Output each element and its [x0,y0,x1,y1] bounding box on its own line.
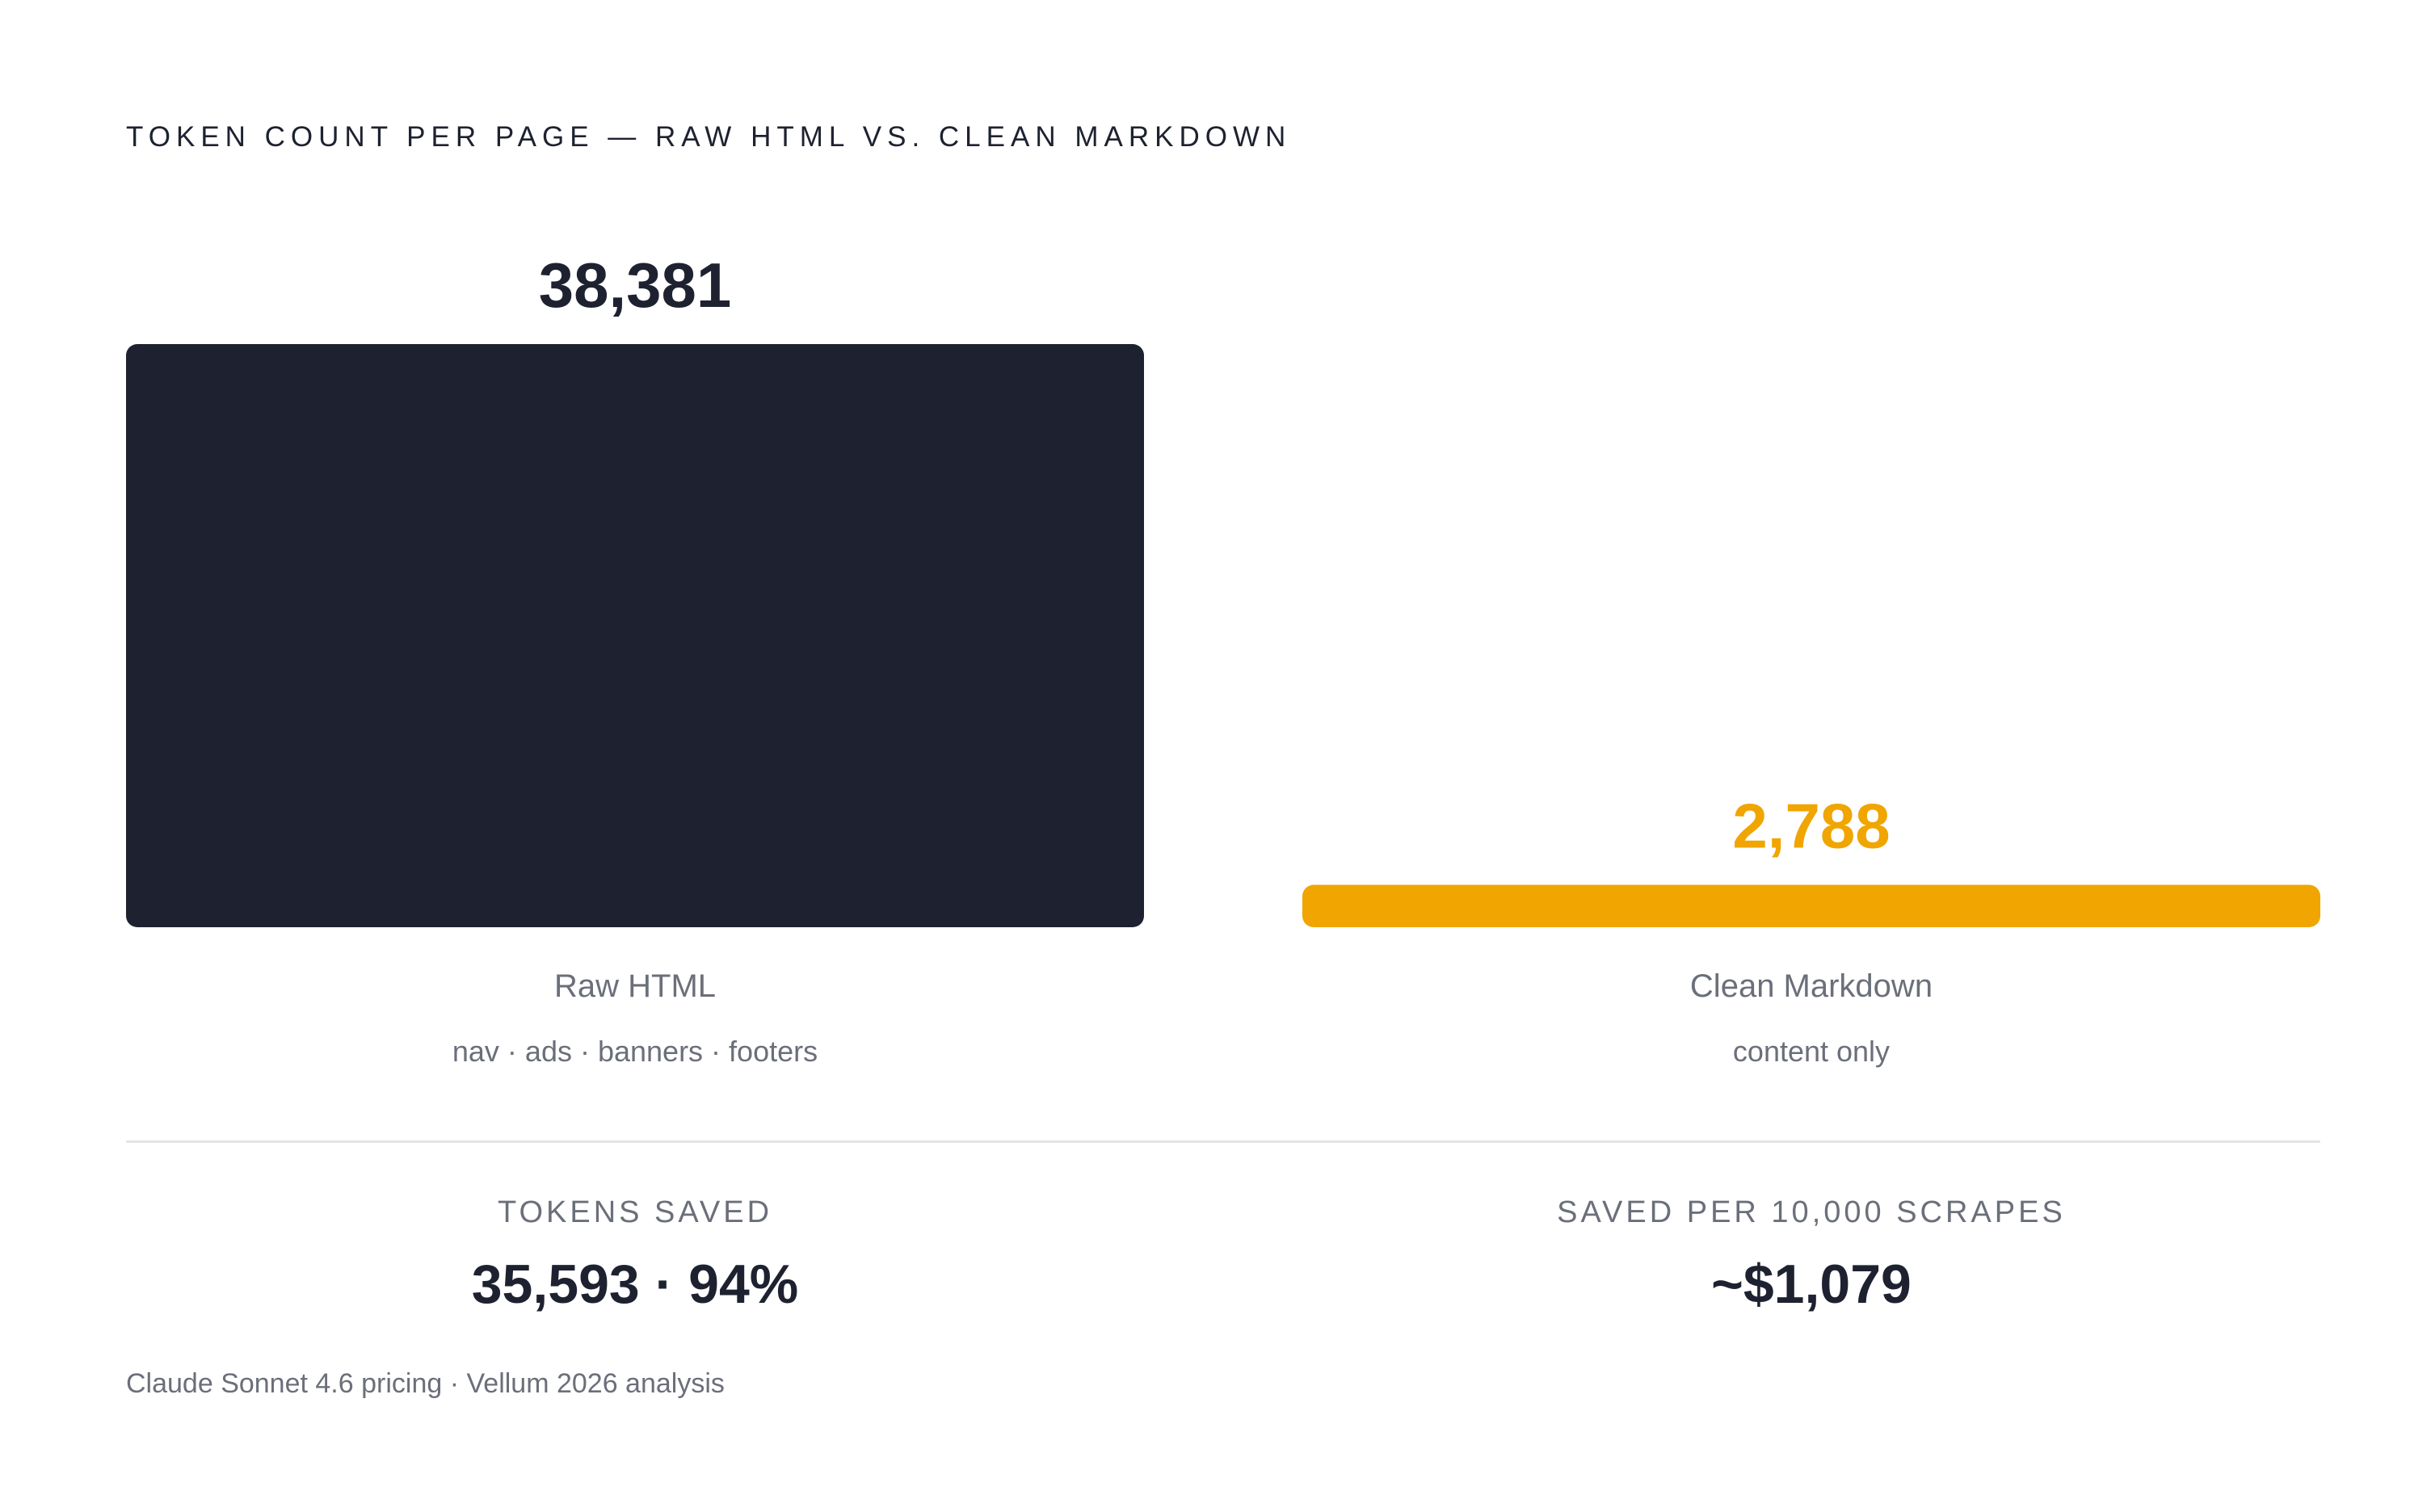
saved-per-scrapes-label: Saved per 10,000 scrapes [1557,1195,2066,1229]
footnote: Claude Sonnet 4.6 pricing · Vellum 2026 … [126,1368,725,1399]
category-label-clean-markdown: Clean Markdown [1690,968,1933,1004]
bar-raw-html [126,344,1144,927]
category-label-raw-html: Raw HTML [554,968,716,1004]
value-label-raw-html: 38,381 [539,250,732,321]
tokens-saved-label: Tokens saved [497,1195,773,1229]
saved-per-scrapes-value: ~$1,079 [1711,1254,1912,1315]
category-sublabel-raw-html: nav · ads · banners · footers [452,1035,818,1068]
tokens-saved-value: 35,593 · 94% [471,1254,799,1315]
tokens-saved-stat: Tokens saved 35,593 · 94% [126,1195,1144,1316]
bar-clean-markdown [1302,884,2320,927]
divider [126,1140,2320,1143]
saved-per-scrapes-stat: Saved per 10,000 scrapes ~$1,079 [1302,1195,2320,1316]
chart-title: Token count per page — raw HTML vs. clea… [126,121,1292,153]
category-sublabel-clean-markdown: content only [1733,1035,1890,1068]
value-label-clean-markdown: 2,788 [1732,791,1890,862]
